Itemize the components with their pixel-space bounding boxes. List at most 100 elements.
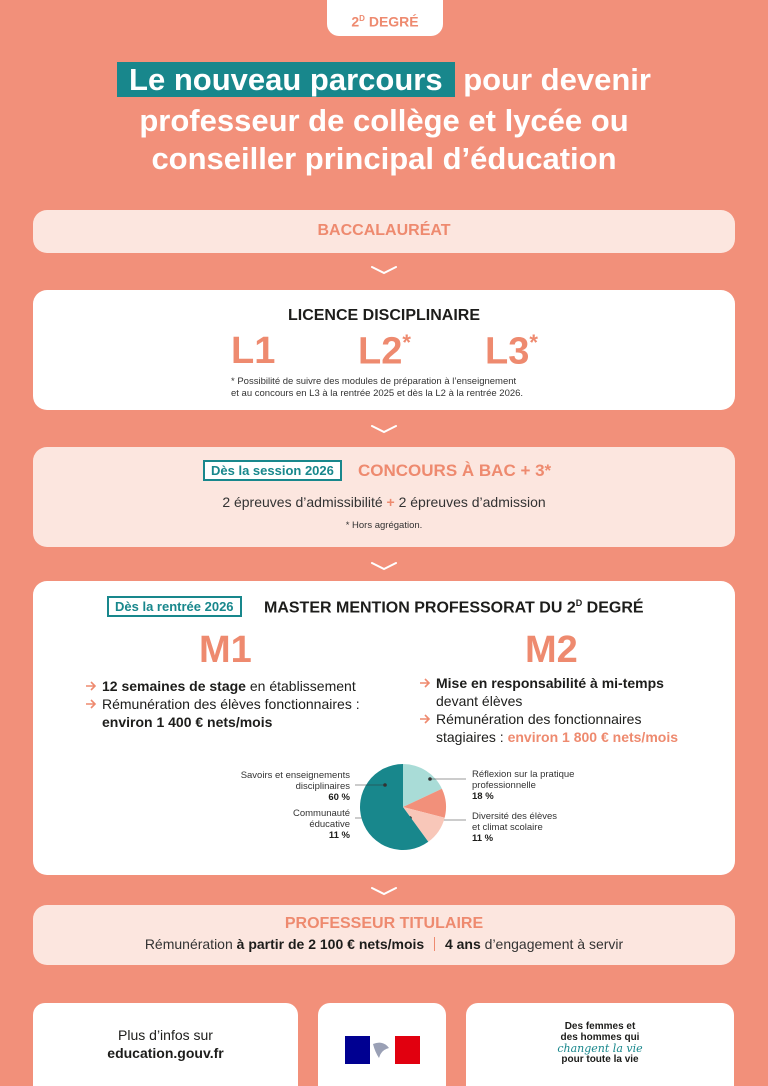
slice-value: 11 % — [472, 833, 494, 844]
licence-note: * Possibilité de suivre des modules de p… — [231, 376, 523, 400]
text: Rémunération — [144, 936, 233, 952]
leader-dot — [428, 777, 432, 781]
chevron — [371, 562, 397, 571]
slice-value: 60 % — [328, 792, 350, 803]
bold: 12 semaines de stage — [102, 678, 246, 694]
text: 2 épreuves d’admissibilité — [222, 494, 383, 510]
sup: D — [575, 598, 583, 608]
info-card: Plus d’infos sur education.gouv.fr — [33, 1003, 298, 1086]
arrow-icon — [86, 681, 97, 691]
badge-sup: D — [359, 14, 365, 23]
licence-card: LICENCE DISCIPLINAIRE L1 L2* L3* * Possi… — [33, 290, 735, 410]
script-text: changent la vie — [557, 1042, 643, 1055]
year-label: L2 — [358, 330, 403, 373]
text: d’engagement à servir — [484, 936, 624, 952]
m1-item: Rémunération des élèves fonctionnaires :… — [86, 695, 360, 731]
text: Plus d’infos sur — [118, 1027, 213, 1043]
pie-slice — [359, 764, 429, 850]
plus: + — [386, 494, 395, 510]
text: MASTER MENTION PROFESSORAT DU 2 — [264, 599, 576, 617]
bold: 4 ans — [444, 936, 481, 952]
year-label: L3 — [485, 330, 530, 373]
chevron — [371, 887, 397, 896]
text: Des femmes et — [564, 1021, 636, 1032]
slogan-card: Des femmes et des hommes qui changent la… — [466, 1003, 734, 1086]
concours-note: * Hors agrégation. — [345, 520, 423, 531]
slogan: Des femmes et des hommes qui changent la… — [466, 1021, 734, 1065]
title-line-1: Le nouveau parcours pour devenir — [0, 62, 768, 98]
slice-label: et climat scolaire — [472, 822, 543, 833]
slice-label: éducative — [309, 819, 350, 830]
year: L3* — [485, 330, 538, 374]
master-tag: Dès la rentrée 2026 — [107, 596, 242, 617]
text: pour toute la vie — [561, 1054, 639, 1065]
concours-tag: Dès la session 2026 — [203, 460, 342, 481]
arrow-icon — [420, 678, 431, 688]
highlight: environ 1 800 € nets/mois — [507, 729, 678, 745]
level-badge: 2D DEGRÉ — [327, 0, 443, 36]
title-highlight: Le nouveau parcours — [117, 62, 455, 97]
logo-card — [318, 1003, 446, 1086]
badge-word: DEGRÉ — [368, 13, 419, 30]
pie-slice — [403, 807, 445, 842]
m1-item: 12 semaines de stage en établissement — [86, 677, 356, 695]
titulaire-line: Rémunération à partir de 2 100 € nets/mo… — [33, 936, 735, 952]
slice-label: Savoirs et enseignements — [241, 770, 351, 781]
text: des hommes qui — [560, 1032, 640, 1043]
m2-heading: M2 — [525, 629, 578, 671]
link[interactable]: education.gouv.fr — [107, 1045, 224, 1061]
info-text: Plus d’infos sur education.gouv.fr — [33, 1026, 298, 1062]
concours-title: CONCOURS À BAC + 3* — [358, 461, 552, 480]
chevron — [371, 425, 397, 434]
leader-dot — [383, 783, 387, 787]
year-star: * — [529, 330, 538, 355]
text: stagiaires : — [436, 729, 504, 745]
title-line-3: conseiller principal d’éducation — [151, 141, 617, 176]
titulaire-card: PROFESSEUR TITULAIRE Rémunération à part… — [33, 905, 735, 965]
titulaire-title: PROFESSEUR TITULAIRE — [284, 915, 484, 932]
note-line: * Possibilité de suivre des modules de p… — [231, 376, 517, 387]
badge-number: 2 — [351, 13, 360, 30]
arrow-icon — [420, 714, 431, 724]
text: Rémunération des élèves fonctionnaires : — [102, 696, 360, 712]
slice-label: Réflexion sur la pratique — [472, 769, 574, 780]
slice-label: disciplinaires — [296, 781, 351, 792]
text: DEGRÉ — [586, 599, 644, 617]
title-line-2: professeur de collège et lycée ou — [139, 103, 629, 138]
title-text: pour devenir — [463, 62, 651, 97]
bac-title: BACCALAURÉAT — [317, 222, 451, 239]
slice-label: Communauté — [293, 808, 350, 819]
bold: Mise en responsabilité à mi-temps — [436, 675, 664, 691]
chevron — [371, 266, 397, 275]
text: Rémunération des fonctionnaires — [436, 711, 642, 727]
flag-logo — [345, 1036, 420, 1064]
text: devant élèves — [436, 693, 523, 709]
slice-label: Diversité des élèves — [472, 811, 557, 822]
year-label: L1 — [231, 330, 276, 372]
bac-card: BACCALAURÉAT — [33, 210, 735, 253]
bold: environ 1 400 € nets/mois — [102, 714, 273, 730]
concours-card: Dès la session 2026 CONCOURS À BAC + 3* … — [33, 447, 735, 547]
text: en établissement — [249, 678, 356, 694]
pie-chart: Réflexion sur la pratiqueprofessionnelle… — [241, 764, 574, 850]
master-title: MASTER MENTION PROFESSORAT DU 2D DEGRÉ — [264, 598, 644, 617]
slice-value: 11 % — [329, 830, 351, 841]
m1-heading: M1 — [199, 629, 252, 671]
pie-slice — [403, 788, 446, 818]
m2-item: Rémunération des fonctionnaires stagiair… — [420, 710, 678, 746]
year-star: * — [402, 330, 411, 355]
slice-value: 18 % — [472, 791, 494, 802]
year: L1 — [231, 330, 275, 373]
pie-slice — [403, 764, 442, 807]
note-line: et au concours en L3 à la rentrée 2025 e… — [231, 388, 524, 399]
text: 2 épreuves d’admission — [398, 494, 546, 510]
year: L2* — [358, 330, 411, 374]
licence-title: LICENCE DISCIPLINAIRE — [287, 307, 480, 324]
arrow-icon — [86, 699, 97, 709]
separator — [434, 937, 436, 951]
bold: à partir de 2 100 € nets/mois — [236, 936, 425, 952]
concours-line: 2 épreuves d’admissibilité + 2 épreuves … — [33, 494, 735, 510]
slice-label: professionnelle — [472, 780, 536, 791]
